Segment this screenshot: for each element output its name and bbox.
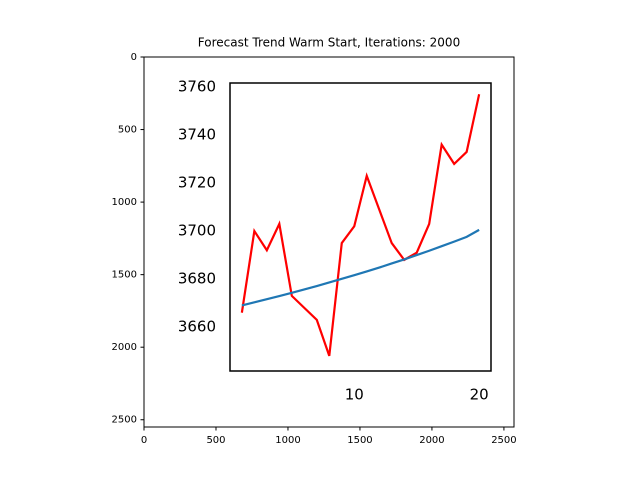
x-tick-label: 1000 [275,435,300,446]
x-tick-label: 0 [141,435,147,446]
x-tick-label: 2500 [491,435,516,446]
chart-title: Forecast Trend Warm Start, Iterations: 2… [198,36,460,50]
y-tick-label: 3700 [178,222,216,240]
y-tick-label: 1000 [112,197,137,208]
y-tick-label: 500 [118,125,137,136]
x-tick-label: 20 [470,386,489,404]
x-tick-label: 2000 [419,435,444,446]
y-tick-label: 0 [131,52,137,63]
y-tick-label: 3660 [178,318,216,336]
y-tick-label: 2000 [112,342,137,353]
y-tick-label: 3740 [178,126,216,144]
x-tick-label: 1500 [347,435,372,446]
y-tick-label: 2500 [112,415,137,426]
x-tick-label: 10 [345,386,364,404]
y-tick-label: 3760 [178,78,216,96]
x-tick-label: 500 [206,435,225,446]
y-tick-label: 1500 [112,270,137,281]
line-series [240,94,481,357]
line-series [241,228,480,307]
y-tick-label: 3680 [178,270,216,288]
y-tick-label: 3720 [178,174,216,192]
inner-frame [229,82,492,372]
